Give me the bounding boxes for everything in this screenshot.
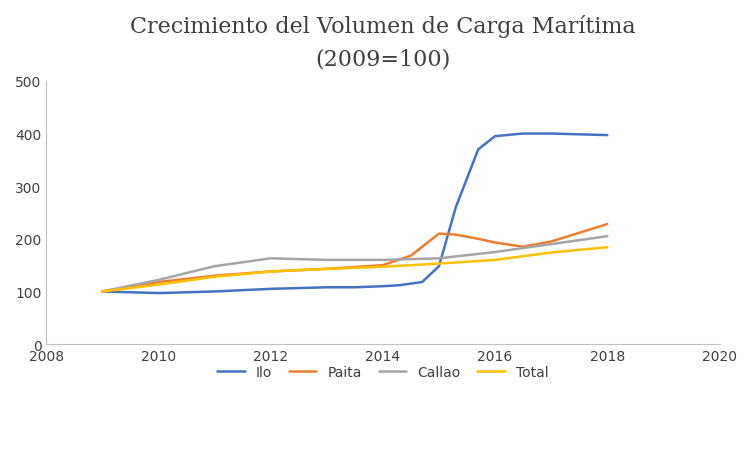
Paita — [210, 273, 219, 279]
Legend: Ilo, Paita, Callao, Total: Ilo, Paita, Callao, Total — [211, 360, 554, 385]
Total — [210, 274, 219, 280]
Paita — [323, 267, 332, 272]
Total — [435, 261, 444, 267]
Ilo — [490, 134, 499, 139]
Ilo — [435, 264, 444, 269]
Paita — [266, 269, 275, 275]
Ilo — [98, 289, 107, 295]
Ilo — [210, 289, 219, 295]
Paita — [474, 237, 483, 242]
Callao — [154, 277, 163, 283]
Ilo — [547, 132, 556, 137]
Ilo — [603, 133, 612, 138]
Paita — [451, 232, 460, 238]
Total — [603, 245, 612, 250]
Total — [98, 289, 107, 295]
Paita — [154, 280, 163, 285]
Total — [378, 264, 387, 270]
Paita — [98, 289, 107, 295]
Callao — [266, 256, 275, 262]
Line: Total: Total — [102, 248, 608, 292]
Line: Ilo: Ilo — [102, 134, 608, 294]
Callao — [603, 234, 612, 239]
Total — [266, 269, 275, 275]
Paita — [378, 263, 387, 268]
Paita — [435, 231, 444, 237]
Callao — [98, 289, 107, 295]
Total — [547, 250, 556, 256]
Callao — [490, 250, 499, 255]
Total — [154, 282, 163, 288]
Ilo — [378, 284, 387, 289]
Paita — [406, 253, 415, 259]
Paita — [547, 239, 556, 244]
Paita — [603, 222, 612, 227]
Ilo — [417, 280, 426, 285]
Callao — [435, 256, 444, 262]
Ilo — [451, 205, 460, 211]
Paita — [490, 240, 499, 246]
Ilo — [350, 285, 359, 290]
Paita — [519, 244, 528, 250]
Ilo — [474, 147, 483, 153]
Total — [490, 258, 499, 263]
Ilo — [154, 291, 163, 296]
Total — [323, 267, 332, 272]
Callao — [323, 258, 332, 263]
Line: Callao: Callao — [102, 237, 608, 292]
Ilo — [323, 285, 332, 290]
Callao — [547, 242, 556, 247]
Ilo — [519, 132, 528, 137]
Title: Crecimiento del Volumen de Carga Marítima
(2009=100): Crecimiento del Volumen de Carga Marítim… — [130, 15, 635, 70]
Callao — [210, 264, 219, 269]
Line: Paita: Paita — [102, 225, 608, 292]
Ilo — [396, 283, 405, 288]
Callao — [378, 258, 387, 263]
Ilo — [266, 286, 275, 292]
